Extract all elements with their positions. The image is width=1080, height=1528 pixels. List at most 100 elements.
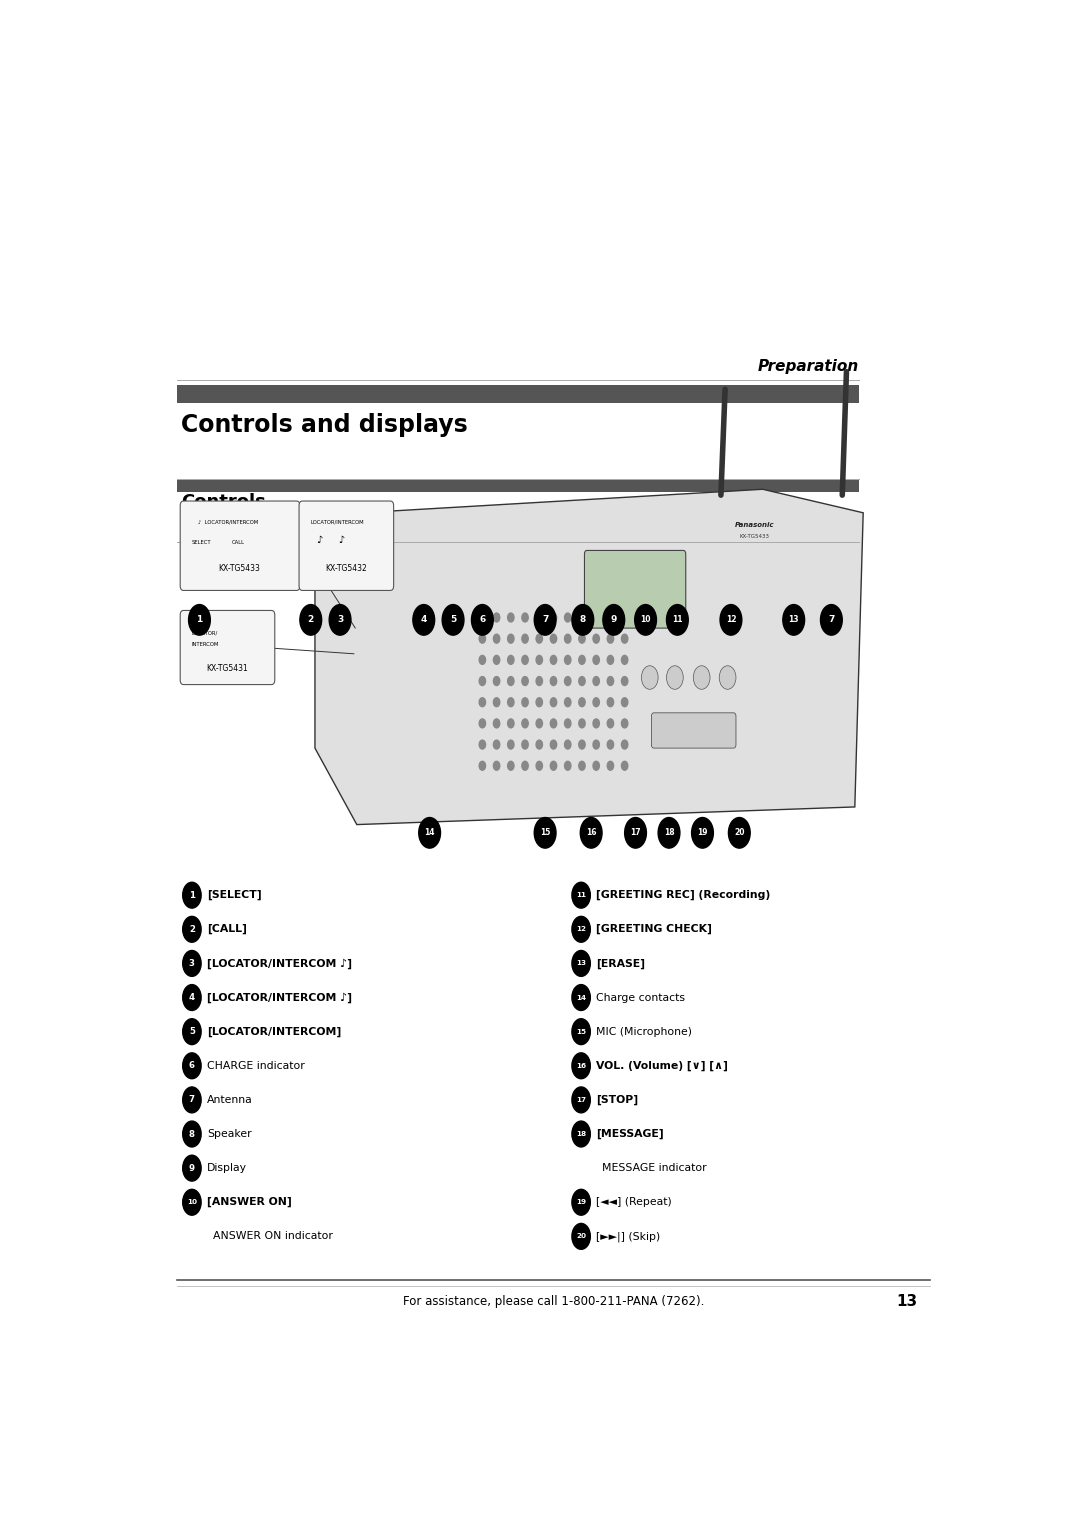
Text: [ANSWER ON]: [ANSWER ON] [207,1196,292,1207]
Circle shape [494,613,500,622]
Circle shape [508,761,514,770]
Circle shape [551,634,556,643]
Text: 8: 8 [580,616,586,625]
Circle shape [565,698,571,706]
Text: MESSAGE indicator: MESSAGE indicator [602,1163,706,1174]
Text: 10: 10 [187,1199,197,1206]
Circle shape [522,740,528,749]
Text: ♪  LOCATOR/INTERCOM: ♪ LOCATOR/INTERCOM [198,520,258,524]
Circle shape [565,720,571,727]
Text: Speaker: Speaker [207,1129,252,1138]
Circle shape [480,698,486,706]
Circle shape [183,1189,201,1215]
Circle shape [691,817,714,848]
Text: 6: 6 [189,1062,194,1070]
Text: 17: 17 [631,828,640,837]
Text: 9: 9 [189,1164,194,1172]
Text: 7: 7 [542,616,549,625]
Circle shape [551,761,556,770]
Text: [MESSAGE]: [MESSAGE] [596,1129,664,1140]
Circle shape [565,740,571,749]
Text: 16: 16 [576,1063,586,1068]
Circle shape [572,1122,591,1148]
Circle shape [536,740,542,749]
Text: CHARGE indicator: CHARGE indicator [207,1060,305,1071]
Text: Preparation: Preparation [758,359,859,374]
Text: 13: 13 [788,616,799,625]
Circle shape [593,656,599,665]
Circle shape [565,613,571,622]
Circle shape [580,817,602,848]
Circle shape [572,950,591,976]
Text: 9: 9 [610,616,617,625]
Circle shape [480,677,486,686]
Text: 7: 7 [189,1096,195,1105]
Circle shape [621,720,627,727]
Circle shape [480,720,486,727]
Text: Antenna: Antenna [207,1096,253,1105]
Text: Controls and displays: Controls and displays [181,413,468,437]
FancyBboxPatch shape [651,712,735,749]
Circle shape [572,917,591,943]
Text: 19: 19 [698,828,707,837]
Circle shape [607,761,613,770]
Text: 17: 17 [576,1097,586,1103]
Circle shape [413,605,434,636]
Circle shape [508,677,514,686]
Text: 11: 11 [576,892,586,898]
Circle shape [522,656,528,665]
Text: 4: 4 [189,993,195,1002]
Circle shape [494,740,500,749]
Text: [►►|] (Skip): [►►|] (Skip) [596,1232,661,1242]
FancyBboxPatch shape [584,550,686,628]
Circle shape [183,1086,201,1112]
Circle shape [621,761,627,770]
Text: For assistance, please call 1-800-211-PANA (7262).: For assistance, please call 1-800-211-PA… [403,1294,704,1308]
Circle shape [494,634,500,643]
Circle shape [536,677,542,686]
Text: 6: 6 [480,616,486,625]
Circle shape [607,720,613,727]
Text: 7: 7 [828,616,835,625]
Circle shape [621,740,627,749]
Circle shape [508,656,514,665]
Circle shape [522,634,528,643]
Circle shape [536,720,542,727]
Circle shape [508,613,514,622]
Text: 12: 12 [726,616,737,625]
Text: 10: 10 [640,616,651,625]
Circle shape [535,817,556,848]
Circle shape [536,761,542,770]
Circle shape [508,698,514,706]
Circle shape [551,720,556,727]
Text: KX-TG5432: KX-TG5432 [325,564,367,573]
Circle shape [642,666,658,689]
Text: 2: 2 [308,616,314,625]
Circle shape [329,605,351,636]
Text: 1: 1 [197,616,203,625]
Text: 19: 19 [576,1199,586,1206]
Circle shape [183,1122,201,1148]
Text: [SELECT]: [SELECT] [207,889,261,900]
Circle shape [565,677,571,686]
Text: 8: 8 [189,1129,194,1138]
Text: 15: 15 [540,828,551,837]
Text: LOCATOR/: LOCATOR/ [192,631,218,636]
Circle shape [551,677,556,686]
Circle shape [565,634,571,643]
Circle shape [579,613,585,622]
Circle shape [607,698,613,706]
Text: 5: 5 [189,1027,194,1036]
Circle shape [579,761,585,770]
Circle shape [579,634,585,643]
Circle shape [480,656,486,665]
Circle shape [593,613,599,622]
Text: 18: 18 [664,828,674,837]
Text: 16: 16 [586,828,596,837]
Text: MIC (Microphone): MIC (Microphone) [596,1027,692,1036]
Circle shape [536,634,542,643]
Text: CALL: CALL [231,539,244,544]
Circle shape [189,605,211,636]
Circle shape [593,761,599,770]
Circle shape [593,740,599,749]
